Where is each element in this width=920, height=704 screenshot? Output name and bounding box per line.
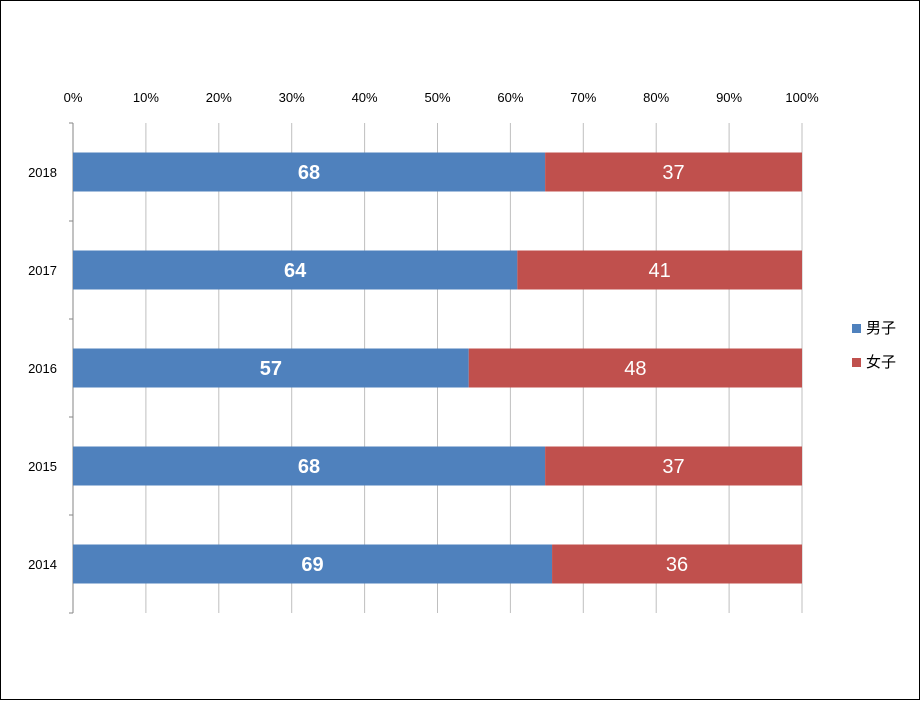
bar-segment <box>545 152 802 192</box>
legend-label: 男子 <box>866 320 896 337</box>
data-label: 68 <box>298 162 320 184</box>
legend-swatch <box>852 358 861 367</box>
x-tick-label: 40% <box>352 90 378 105</box>
data-label: 41 <box>649 260 671 282</box>
x-tick-label: 50% <box>424 90 450 105</box>
bar-segment <box>73 446 546 486</box>
data-label: 37 <box>662 162 684 184</box>
bar-segment <box>468 348 802 388</box>
bar-segment <box>552 544 802 584</box>
y-axis-categories: 2018 2017 2016 2015 2014 <box>28 165 57 572</box>
bar-segment <box>73 152 546 192</box>
x-tick-label: 80% <box>643 90 669 105</box>
data-label: 37 <box>662 456 684 478</box>
x-tick-label: 20% <box>206 90 232 105</box>
x-tick-label: 90% <box>716 90 742 105</box>
y-category-label: 2015 <box>28 459 57 474</box>
data-label: 64 <box>284 260 307 282</box>
data-label: 36 <box>666 554 688 576</box>
x-tick-label: 10% <box>133 90 159 105</box>
y-category-label: 2014 <box>28 557 57 572</box>
data-label: 48 <box>624 358 646 380</box>
x-tick-label: 60% <box>497 90 523 105</box>
x-tick-label: 0% <box>64 90 83 105</box>
y-category-label: 2016 <box>28 361 57 376</box>
bar-segment <box>517 250 802 290</box>
data-label: 68 <box>298 456 320 478</box>
y-category-label: 2018 <box>28 165 57 180</box>
x-tick-label: 70% <box>570 90 596 105</box>
legend-swatch <box>852 324 861 333</box>
y-category-label: 2017 <box>28 263 57 278</box>
bars: 68 37 64 41 57 48 68 37 69 36 <box>73 152 802 584</box>
x-tick-label: 100% <box>785 90 819 105</box>
legend-label: 女子 <box>866 353 896 371</box>
data-label: 57 <box>260 358 282 380</box>
bar-segment <box>73 250 518 290</box>
bar-segment <box>545 446 802 486</box>
bar-segment <box>73 348 469 388</box>
x-axis-ticks: 0% 10% 20% 30% 40% 50% 60% 70% 80% 90% 100% <box>64 90 819 105</box>
data-label: 69 <box>301 554 323 576</box>
bar-segment <box>73 544 553 584</box>
x-tick-label: 30% <box>279 90 305 105</box>
